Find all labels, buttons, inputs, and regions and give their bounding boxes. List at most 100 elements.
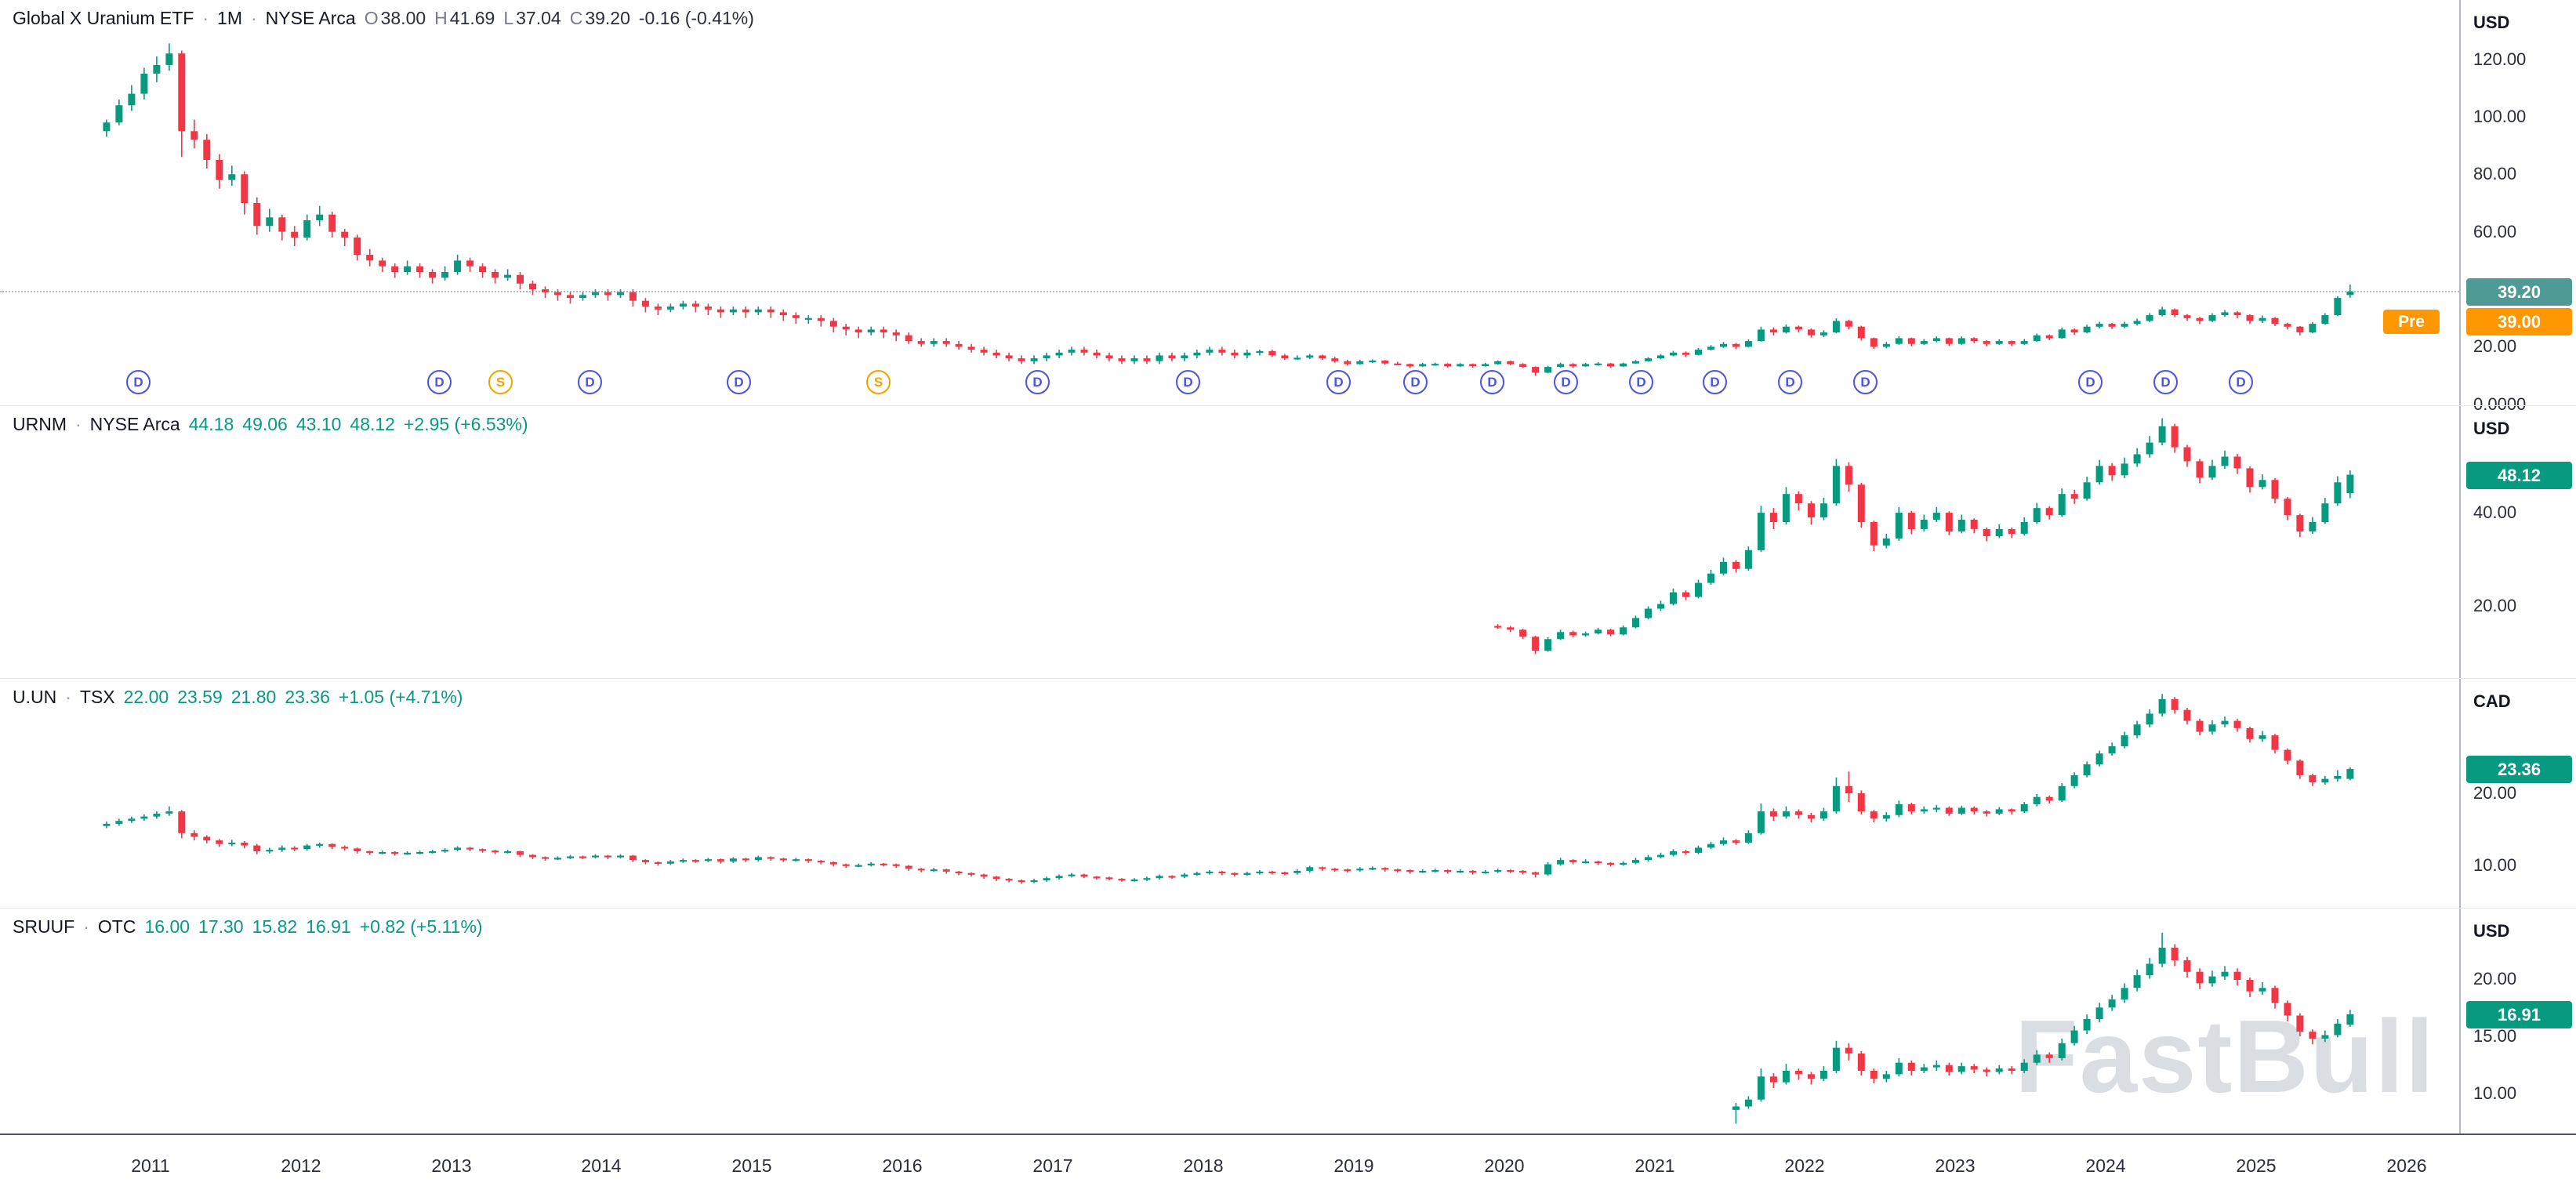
legend-separator: ·	[75, 414, 82, 434]
price-axis-section-ura[interactable]: USD 120.00 100.00 80.00 60.00 20.00 0.0000 39.2…	[2461, 0, 2576, 414]
panel-separator	[0, 405, 2576, 406]
plot-area[interactable]: D D S D D S D D D D D D D D D D D D D Global X Uranium ETF ·…	[0, 0, 2459, 1134]
ohlc-value: 16.91	[306, 916, 351, 938]
legend-separator: ·	[65, 687, 71, 707]
price-tick: 120.00	[2473, 49, 2527, 69]
legend-meta: TSX	[79, 687, 115, 707]
dividend-marker[interactable]: D	[1326, 370, 1351, 394]
dividend-marker[interactable]: D	[1853, 370, 1878, 394]
year-label: 2012	[281, 1155, 321, 1176]
dividend-marker[interactable]: D	[2229, 370, 2253, 394]
symbol-title[interactable]: Global X Uranium ETF	[13, 8, 194, 28]
ohlc-number: 38.00	[380, 8, 426, 28]
price-tick: 100.00	[2473, 107, 2527, 126]
ohlc-value: L 37.04	[503, 8, 561, 29]
last-price-badge: 23.36	[2466, 756, 2572, 783]
change-value: +1.05 (+4.71%)	[338, 687, 463, 707]
price-tick: 80.00	[2473, 164, 2517, 183]
chart-panel-sruuf[interactable]: SRUUF · OTC 16.00 17.30 15.82 16.91 +0.82 (+5.1…	[0, 909, 2459, 1134]
dividend-marker[interactable]: D	[727, 370, 751, 394]
price-tick: 20.00	[2473, 336, 2517, 356]
dividend-marker[interactable]: D	[2078, 370, 2103, 394]
price-tick: 60.00	[2473, 222, 2517, 241]
legend-meta: 1M	[217, 8, 242, 28]
ohlc-value: 16.00	[144, 916, 190, 938]
symbol-title[interactable]: SRUUF	[13, 916, 75, 937]
dividend-marker[interactable]: D	[1025, 370, 1050, 394]
panel-legend-sruuf: SRUUF · OTC 16.00 17.30 15.82 16.91 +0.82 (+5.1…	[13, 916, 483, 938]
ohlc-value: 22.00	[124, 687, 169, 708]
year-label: 2017	[1032, 1155, 1073, 1176]
ohlc-letter: C	[569, 8, 583, 28]
chart-panel-urnm[interactable]: URNM · NYSE Arca 44.18 49.06 43.10 48.12 +2.95 …	[0, 406, 2459, 679]
last-price-badge: 39.20	[2466, 278, 2572, 306]
change-value: -0.16 (-0.41%)	[638, 8, 754, 28]
candlestick-series-urnm[interactable]	[0, 406, 2459, 679]
ohlc-number: 48.12	[350, 414, 395, 434]
dividend-marker[interactable]: D	[1778, 370, 1802, 394]
price-axis[interactable]: USD 120.00 100.00 80.00 60.00 20.00 0.0000 39.2…	[2459, 0, 2576, 1134]
dividend-marker[interactable]: D	[126, 370, 151, 394]
candlestick-series-sruuf[interactable]	[0, 909, 2459, 1134]
legend-separator: ·	[202, 8, 209, 28]
price-tick: 10.00	[2473, 855, 2517, 875]
legend-meta: NYSE Arca	[89, 414, 180, 434]
dividend-marker[interactable]: D	[2153, 370, 2178, 394]
ohlc-number: 15.82	[252, 916, 298, 937]
time-axis[interactable]: 2011 2012 2013 2014 2015 2016 2017 2018 2019 2020…	[0, 1134, 2576, 1197]
ohlc-letter: L	[503, 8, 514, 28]
price-tick: 0.0000	[2473, 394, 2527, 414]
dividend-marker[interactable]: D	[427, 370, 452, 394]
price-tick: 15.00	[2473, 1026, 2517, 1046]
price-tick: 20.00	[2473, 596, 2517, 615]
candlestick-series-u-un[interactable]	[0, 679, 2459, 909]
ohlc-number: 39.20	[585, 8, 630, 28]
symbol-title[interactable]: URNM	[13, 414, 67, 434]
price-axis-section-urnm[interactable]: USD 40.00 20.00 48.12	[2461, 406, 2576, 679]
year-label: 2020	[1484, 1155, 1525, 1176]
chart-panel-u-un[interactable]: U.UN · TSX 22.00 23.59 21.80 23.36 +1.05 (+4.71…	[0, 679, 2459, 909]
candlestick-series-ura[interactable]	[0, 0, 2459, 406]
dividend-marker[interactable]: D	[1554, 370, 1578, 394]
dividend-marker[interactable]: D	[1176, 370, 1200, 394]
ohlc-number: 21.80	[230, 687, 277, 707]
ohlc-letter: O	[364, 8, 379, 28]
panel-legend-u-un: U.UN · TSX 22.00 23.59 21.80 23.36 +1.05 (+4.71…	[13, 687, 463, 708]
ohlc-value: 21.80	[231, 687, 277, 708]
legend-separator: ·	[83, 916, 89, 937]
year-label: 2024	[2085, 1155, 2126, 1176]
ohlc-number: 22.00	[123, 687, 169, 707]
split-marker[interactable]: S	[866, 370, 891, 394]
price-axis-section-u-un[interactable]: CAD 20.00 10.00 23.36	[2461, 679, 2576, 909]
ohlc-number: 23.59	[177, 687, 223, 707]
last-price-badge: 48.12	[2466, 462, 2572, 489]
ohlc-number: 41.69	[449, 8, 495, 28]
watermark: FastBull	[2015, 999, 2436, 1114]
split-marker[interactable]: S	[488, 370, 513, 394]
year-label: 2023	[1935, 1155, 1976, 1176]
year-label: 2021	[1634, 1155, 1675, 1176]
dividend-marker[interactable]: D	[1480, 370, 1504, 394]
year-label: 2026	[2386, 1155, 2427, 1176]
currency-label: USD	[2473, 921, 2510, 941]
panel-separator	[0, 908, 2576, 909]
price-tick: 20.00	[2473, 783, 2517, 803]
pre-market-label: Pre	[2383, 310, 2440, 334]
price-axis-section-sruuf[interactable]: USD 20.00 15.00 10.00 16.91	[2461, 909, 2576, 1134]
dividend-marker[interactable]: D	[1629, 370, 1653, 394]
ohlc-value: 23.36	[285, 687, 330, 708]
symbol-title[interactable]: U.UN	[13, 687, 57, 707]
ohlc-value: 17.30	[198, 916, 244, 938]
panel-legend-urnm: URNM · NYSE Arca 44.18 49.06 43.10 48.12 +2.95 …	[13, 414, 528, 435]
dividend-marker[interactable]: D	[1703, 370, 1727, 394]
panel-legend-ura: Global X Uranium ETF · 1M · NYSE Arca O 38.00 H…	[13, 8, 754, 29]
dividend-marker[interactable]: D	[1403, 370, 1428, 394]
ohlc-number: 23.36	[285, 687, 330, 707]
ohlc-value: 15.82	[252, 916, 298, 938]
year-label: 2014	[581, 1155, 622, 1176]
dividend-marker[interactable]: D	[578, 370, 602, 394]
currency-label: USD	[2473, 13, 2510, 32]
year-label: 2015	[731, 1155, 772, 1176]
chart-panel-ura[interactable]: D D S D D S D D D D D D D D D D D D D Global X Uranium ETF ·…	[0, 0, 2459, 406]
ohlc-value: 48.12	[350, 414, 395, 435]
